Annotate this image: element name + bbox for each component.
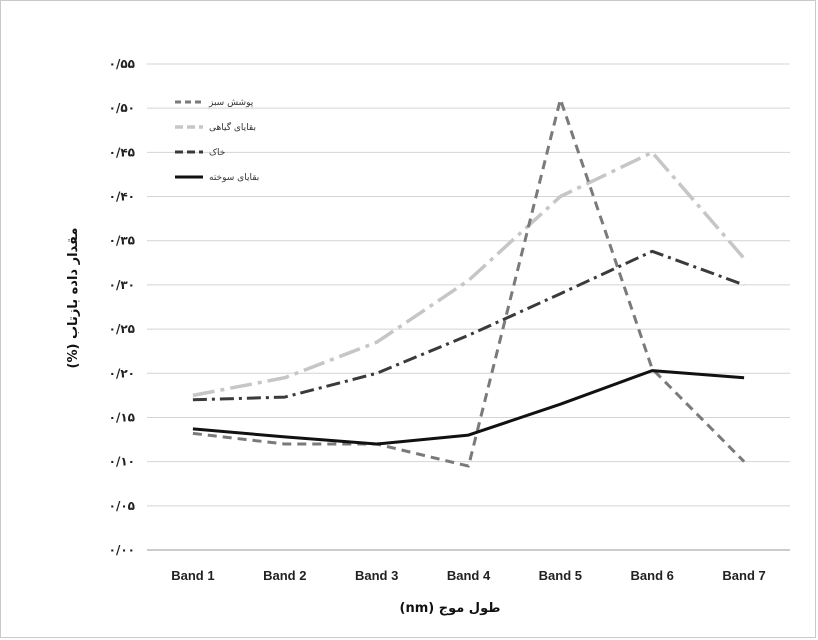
y-tick-label: ۰/۴۰ (109, 190, 135, 204)
legend-label: بقایای سوخته (209, 173, 259, 183)
y-tick-label: ۰/۰۵ (109, 499, 135, 513)
series-line (192, 369, 745, 446)
x-tick-label: Band 2 (263, 568, 306, 583)
series-line (192, 97, 746, 468)
x-tick-label: Band 4 (447, 568, 491, 583)
x-tick-label: Band 6 (631, 568, 674, 583)
x-tick-label: Band 7 (722, 568, 765, 583)
x-tick-label: Band 1 (171, 568, 214, 583)
x-tick-label: Band 5 (539, 568, 582, 583)
y-tick-label: ۰/۱۵ (109, 410, 135, 424)
legend-label: بقایای گیاهی (209, 121, 256, 133)
y-tick-label: ۰/۱۰ (109, 455, 135, 469)
y-tick-label: ۰/۳۵ (109, 234, 135, 248)
legend-label: پوشش سبز (208, 98, 254, 108)
y-tick-label: ۰/۴۵ (109, 145, 135, 159)
y-axis-label: مقدار داده بازتاب (%) (66, 228, 81, 369)
y-tick-label: ۰/۵۰ (109, 101, 135, 115)
y-tick-label: ۰/۰۰ (109, 543, 135, 557)
x-axis-label: طول موج (nm) (399, 601, 500, 616)
y-tick-label: ۰/۳۰ (109, 278, 135, 292)
series-line (192, 249, 745, 402)
legend-label: خاک (209, 147, 225, 158)
x-tick-label: Band 3 (355, 568, 398, 583)
y-tick-label: ۰/۲۵ (109, 322, 135, 336)
y-tick-label: ۰/۵۵ (109, 57, 135, 71)
y-tick-label: ۰/۲۰ (109, 366, 135, 380)
series-line (192, 150, 746, 398)
